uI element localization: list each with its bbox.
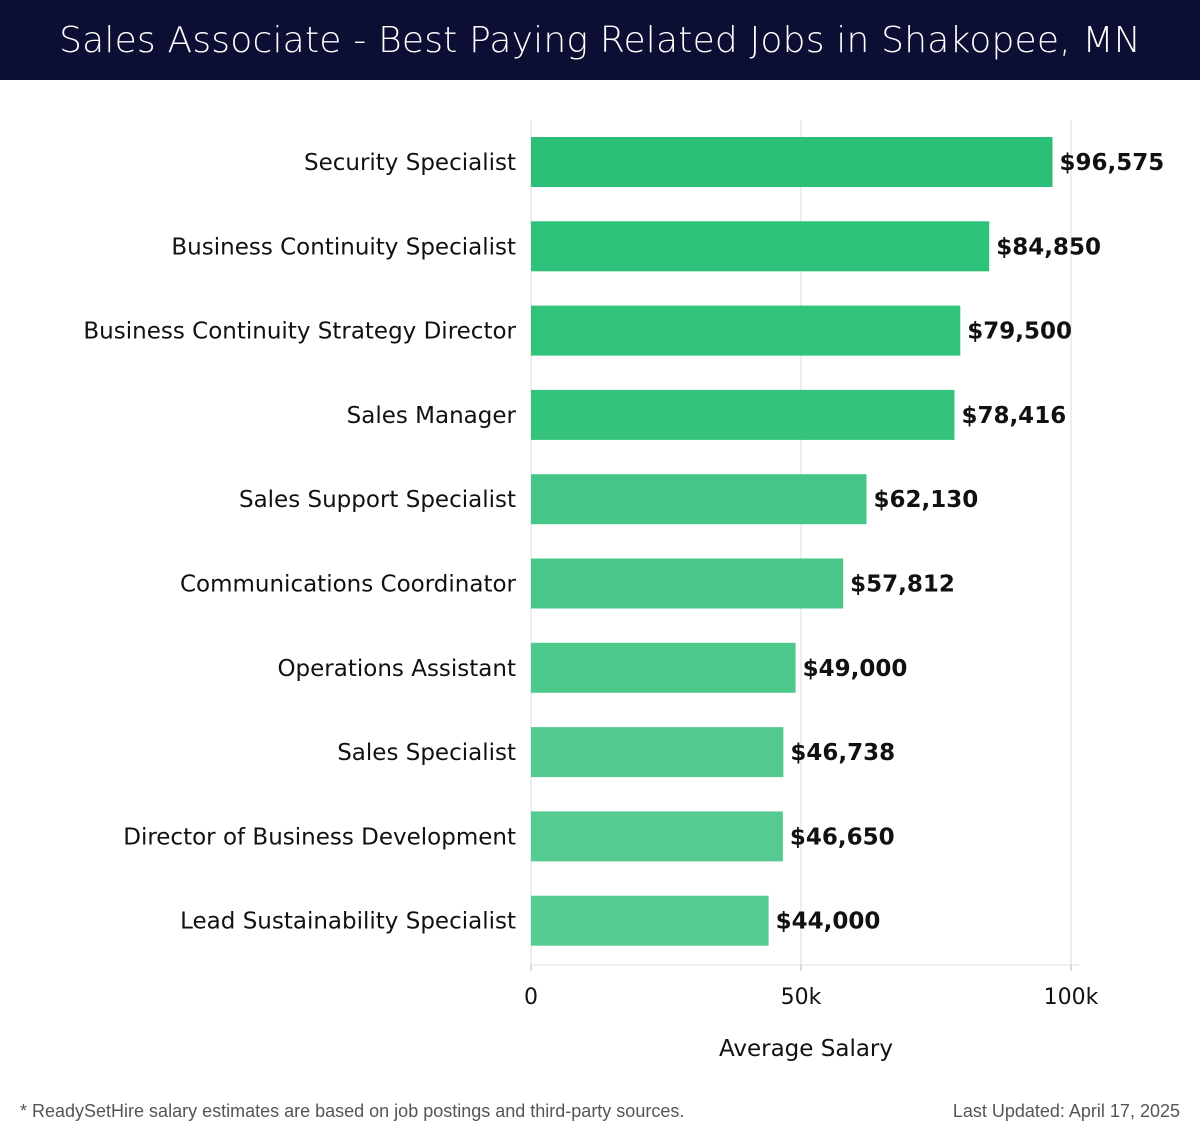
bar [531, 895, 769, 946]
x-axis: 0 50k 100k [524, 964, 1099, 1010]
category-label: Sales Specialist [337, 740, 516, 766]
value-label: $57,812 [850, 572, 955, 598]
bar [531, 727, 784, 778]
value-label: $78,416 [961, 403, 1066, 429]
value-label: $79,500 [967, 319, 1072, 345]
category-label: Sales Support Specialist [239, 487, 516, 513]
last-updated: Last Updated: April 17, 2025 [952, 1101, 1180, 1121]
chart-header: Sales Associate - Best Paying Related Jo… [0, 0, 1200, 80]
x-tick-label: 50k [781, 985, 822, 1010]
bar [531, 642, 796, 693]
value-label: $46,650 [790, 824, 895, 850]
bar [531, 558, 844, 609]
value-label: $46,738 [790, 740, 895, 766]
x-tick-label: 100k [1044, 985, 1099, 1010]
category-label: Security Specialist [304, 150, 516, 176]
x-axis-title: Average Salary [719, 1036, 893, 1062]
category-label: Lead Sustainability Specialist [180, 909, 516, 935]
bar [531, 305, 961, 356]
category-label: Communications Coordinator [180, 572, 517, 598]
category-label: Sales Manager [347, 403, 517, 429]
value-label: $84,850 [996, 234, 1101, 260]
value-label: $96,575 [1060, 150, 1165, 176]
labels-layer: Security Specialist $96,575 Business Conti… [83, 150, 1164, 935]
value-label: $44,000 [776, 909, 881, 935]
bar-chart: Security Specialist $96,575 Business Conti… [83, 120, 1164, 1062]
bar [531, 137, 1053, 187]
category-label: Director of Business Development [123, 824, 516, 850]
footnote: * ReadySetHire salary estimates are base… [20, 1101, 685, 1121]
bar [531, 811, 783, 862]
bar [531, 389, 955, 440]
bar [531, 474, 867, 525]
category-label: Business Continuity Strategy Director [83, 319, 516, 345]
value-label: $62,130 [874, 487, 979, 513]
category-label: Operations Assistant [277, 656, 516, 682]
chart-title: Sales Associate - Best Paying Related Jo… [59, 19, 1141, 61]
bar [531, 221, 990, 272]
x-tick-label: 0 [524, 985, 538, 1010]
value-label: $49,000 [803, 656, 908, 682]
bars-layer [531, 137, 1053, 946]
category-label: Business Continuity Specialist [171, 234, 516, 260]
